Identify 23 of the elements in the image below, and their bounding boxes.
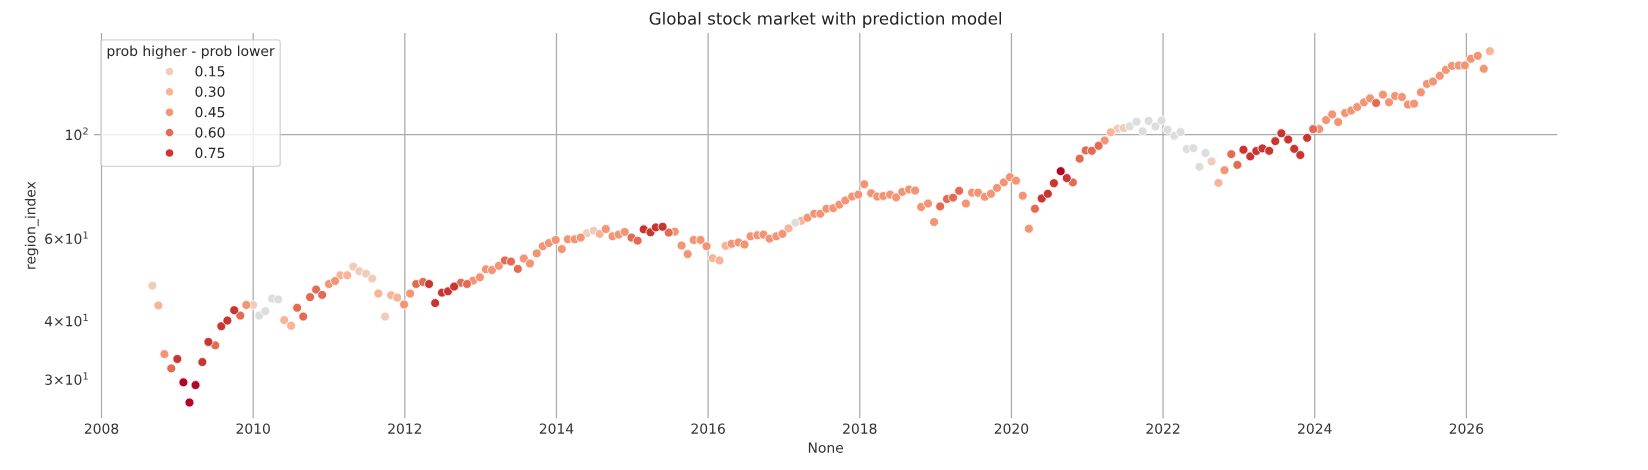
- chart-title: Global stock market with prediction model: [649, 11, 1002, 29]
- x-tick-label: 2012: [388, 423, 422, 434]
- legend-label: 0.15: [195, 66, 225, 77]
- x-tick-label: 2024: [1298, 423, 1332, 434]
- x-tick-label: 2010: [236, 423, 270, 434]
- x-tick-label: 2014: [539, 423, 574, 434]
- y-tick-label: 4×10$^{1}$: [44, 313, 88, 327]
- x-tick-label: 2016: [691, 423, 725, 434]
- legend-label: 0.45: [195, 106, 225, 118]
- legend-label: 0.30: [195, 86, 225, 97]
- y-axis-title: region_index: [24, 181, 39, 269]
- x-tick-label: 2022: [1146, 423, 1180, 434]
- legend-title: prob higher - prob lower: [107, 45, 275, 59]
- y-tick-label: 10$^{2}$: [66, 127, 88, 141]
- x-axis-title: None: [808, 442, 844, 453]
- legend-label: 0.75: [195, 147, 225, 159]
- legend-label: 0.60: [195, 127, 225, 138]
- y-tick-label: 6×10$^{1}$: [45, 231, 88, 244]
- x-tick-label: 2018: [843, 423, 877, 434]
- y-tick-label: 3×10$^{1}$: [45, 372, 88, 385]
- x-tick-label: 2026: [1449, 423, 1484, 434]
- x-tick-label: 2020: [994, 423, 1029, 434]
- x-tick-label: 2008: [84, 423, 119, 434]
